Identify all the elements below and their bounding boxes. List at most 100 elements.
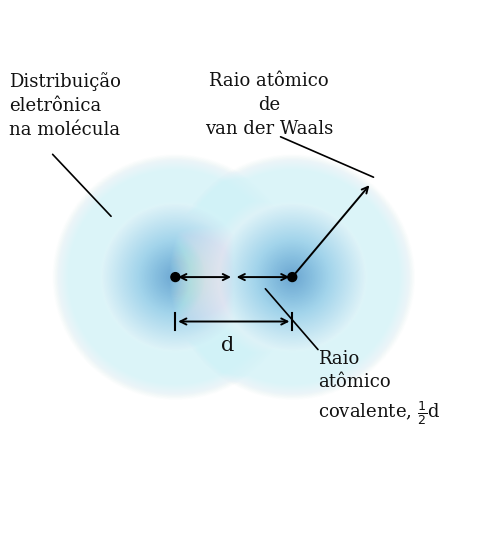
Circle shape <box>164 265 187 289</box>
Circle shape <box>260 245 324 309</box>
Circle shape <box>152 254 199 300</box>
Circle shape <box>144 246 207 309</box>
Circle shape <box>133 235 218 319</box>
Circle shape <box>233 217 352 337</box>
Circle shape <box>122 223 229 330</box>
Circle shape <box>228 213 356 341</box>
Circle shape <box>232 217 353 337</box>
Circle shape <box>254 239 330 315</box>
Circle shape <box>173 274 178 279</box>
Circle shape <box>283 268 301 286</box>
Circle shape <box>280 265 304 290</box>
Circle shape <box>151 253 200 302</box>
Circle shape <box>130 232 221 323</box>
Circle shape <box>250 235 334 319</box>
Circle shape <box>245 230 339 324</box>
Circle shape <box>162 264 189 291</box>
Circle shape <box>141 242 210 311</box>
Circle shape <box>235 220 349 334</box>
Circle shape <box>237 222 348 332</box>
Circle shape <box>161 262 190 292</box>
Circle shape <box>160 261 191 293</box>
Circle shape <box>127 228 224 325</box>
Circle shape <box>224 209 360 345</box>
Circle shape <box>143 245 207 309</box>
Circle shape <box>159 260 192 293</box>
Circle shape <box>228 213 356 342</box>
Circle shape <box>148 249 203 305</box>
Circle shape <box>267 251 318 303</box>
Circle shape <box>174 276 177 278</box>
Circle shape <box>231 216 353 338</box>
Circle shape <box>173 275 177 279</box>
Circle shape <box>111 213 240 342</box>
Circle shape <box>220 206 364 349</box>
Circle shape <box>118 220 232 334</box>
Circle shape <box>125 227 226 328</box>
Circle shape <box>168 270 182 284</box>
Circle shape <box>255 240 329 314</box>
Circle shape <box>157 259 194 296</box>
Circle shape <box>150 251 201 303</box>
Circle shape <box>221 207 363 348</box>
Circle shape <box>290 275 294 279</box>
Circle shape <box>171 273 180 282</box>
Circle shape <box>223 208 361 346</box>
Circle shape <box>240 225 345 330</box>
Circle shape <box>165 267 186 287</box>
Circle shape <box>146 248 205 306</box>
Circle shape <box>244 228 341 325</box>
Circle shape <box>230 214 355 340</box>
Circle shape <box>238 222 347 332</box>
Circle shape <box>282 267 302 287</box>
Circle shape <box>138 240 212 314</box>
Circle shape <box>124 226 226 328</box>
Circle shape <box>289 274 295 280</box>
Circle shape <box>116 218 234 336</box>
Circle shape <box>155 256 196 298</box>
Circle shape <box>137 239 214 315</box>
Circle shape <box>139 241 212 313</box>
Circle shape <box>250 235 334 319</box>
Circle shape <box>284 269 300 285</box>
Circle shape <box>107 208 244 346</box>
Circle shape <box>134 235 217 319</box>
Circle shape <box>131 232 220 322</box>
Circle shape <box>239 223 346 330</box>
Circle shape <box>149 251 202 304</box>
Circle shape <box>233 218 351 336</box>
Circle shape <box>158 260 192 294</box>
Circle shape <box>263 248 321 306</box>
Circle shape <box>114 216 236 338</box>
Circle shape <box>136 238 215 316</box>
Circle shape <box>136 239 214 316</box>
Circle shape <box>257 241 328 312</box>
Circle shape <box>259 244 326 310</box>
Circle shape <box>116 217 235 337</box>
Circle shape <box>236 221 348 333</box>
Circle shape <box>280 265 304 289</box>
Circle shape <box>113 214 238 340</box>
Circle shape <box>141 244 209 311</box>
Circle shape <box>272 257 312 297</box>
Circle shape <box>148 250 202 304</box>
Circle shape <box>163 264 188 290</box>
Circle shape <box>128 229 223 325</box>
Circle shape <box>172 274 178 280</box>
Circle shape <box>248 233 336 321</box>
Circle shape <box>140 241 211 312</box>
Circle shape <box>104 206 247 349</box>
Circle shape <box>143 245 208 310</box>
Circle shape <box>266 251 319 304</box>
Circle shape <box>269 254 316 300</box>
Circle shape <box>131 233 219 321</box>
Circle shape <box>268 253 317 302</box>
Circle shape <box>126 228 224 326</box>
Circle shape <box>106 208 245 347</box>
Circle shape <box>227 212 357 342</box>
Circle shape <box>135 236 216 318</box>
Circle shape <box>111 213 239 341</box>
Circle shape <box>247 232 338 323</box>
Circle shape <box>249 234 335 320</box>
Circle shape <box>243 227 342 327</box>
